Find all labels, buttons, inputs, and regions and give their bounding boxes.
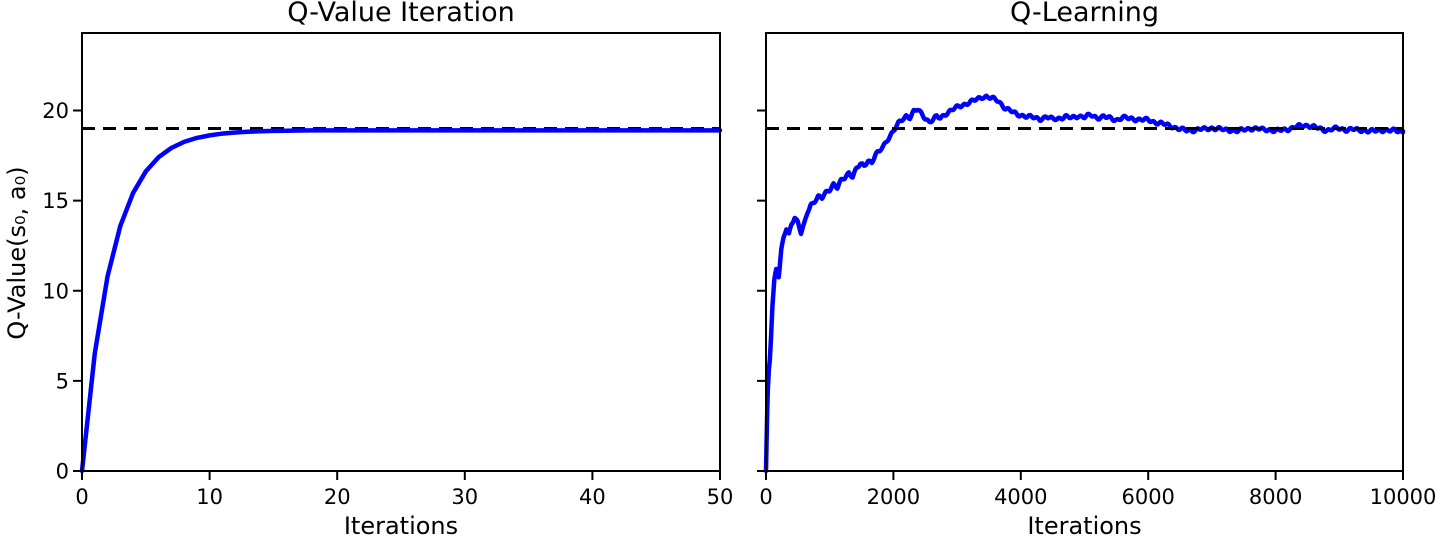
y-tick-label-left-15: 15 — [42, 189, 69, 213]
y-tick-label-left-5: 5 — [56, 369, 69, 393]
q-curve-left — [79, 128, 723, 474]
y-tick-label-left-0: 0 — [56, 460, 69, 484]
y-tick-label-left-10: 10 — [42, 279, 69, 303]
y-axis-label: Q-Value(s₀, a₀) — [3, 166, 31, 340]
x-tick-label-right-4000: 4000 — [994, 485, 1047, 509]
x-tick-label-right-6000: 6000 — [1121, 485, 1174, 509]
y-tick-label-left-20: 20 — [42, 99, 69, 123]
right-x-axis-label: Iterations — [1027, 512, 1142, 540]
right-plot-title: Q-Learning — [1010, 0, 1159, 28]
x-tick-label-left-10: 10 — [196, 485, 223, 509]
x-tick-label-right-0: 0 — [759, 485, 772, 509]
q-curve-right — [763, 93, 1406, 474]
x-tick-label-right-10000: 10000 — [1370, 485, 1437, 509]
axes-frame-right — [765, 32, 1404, 472]
x-tick-label-left-40: 40 — [579, 485, 606, 509]
x-tick-label-right-8000: 8000 — [1249, 485, 1302, 509]
left-x-axis-label: Iterations — [343, 512, 459, 540]
left-plot-title: Q-Value Iteration — [287, 0, 515, 28]
x-tick-label-left-50: 50 — [707, 485, 734, 509]
x-tick-label-right-2000: 2000 — [867, 485, 920, 509]
x-tick-label-left-20: 20 — [324, 485, 351, 509]
axes-frame-left — [81, 32, 721, 472]
x-tick-label-left-0: 0 — [75, 485, 88, 509]
x-tick-label-left-30: 30 — [451, 485, 478, 509]
